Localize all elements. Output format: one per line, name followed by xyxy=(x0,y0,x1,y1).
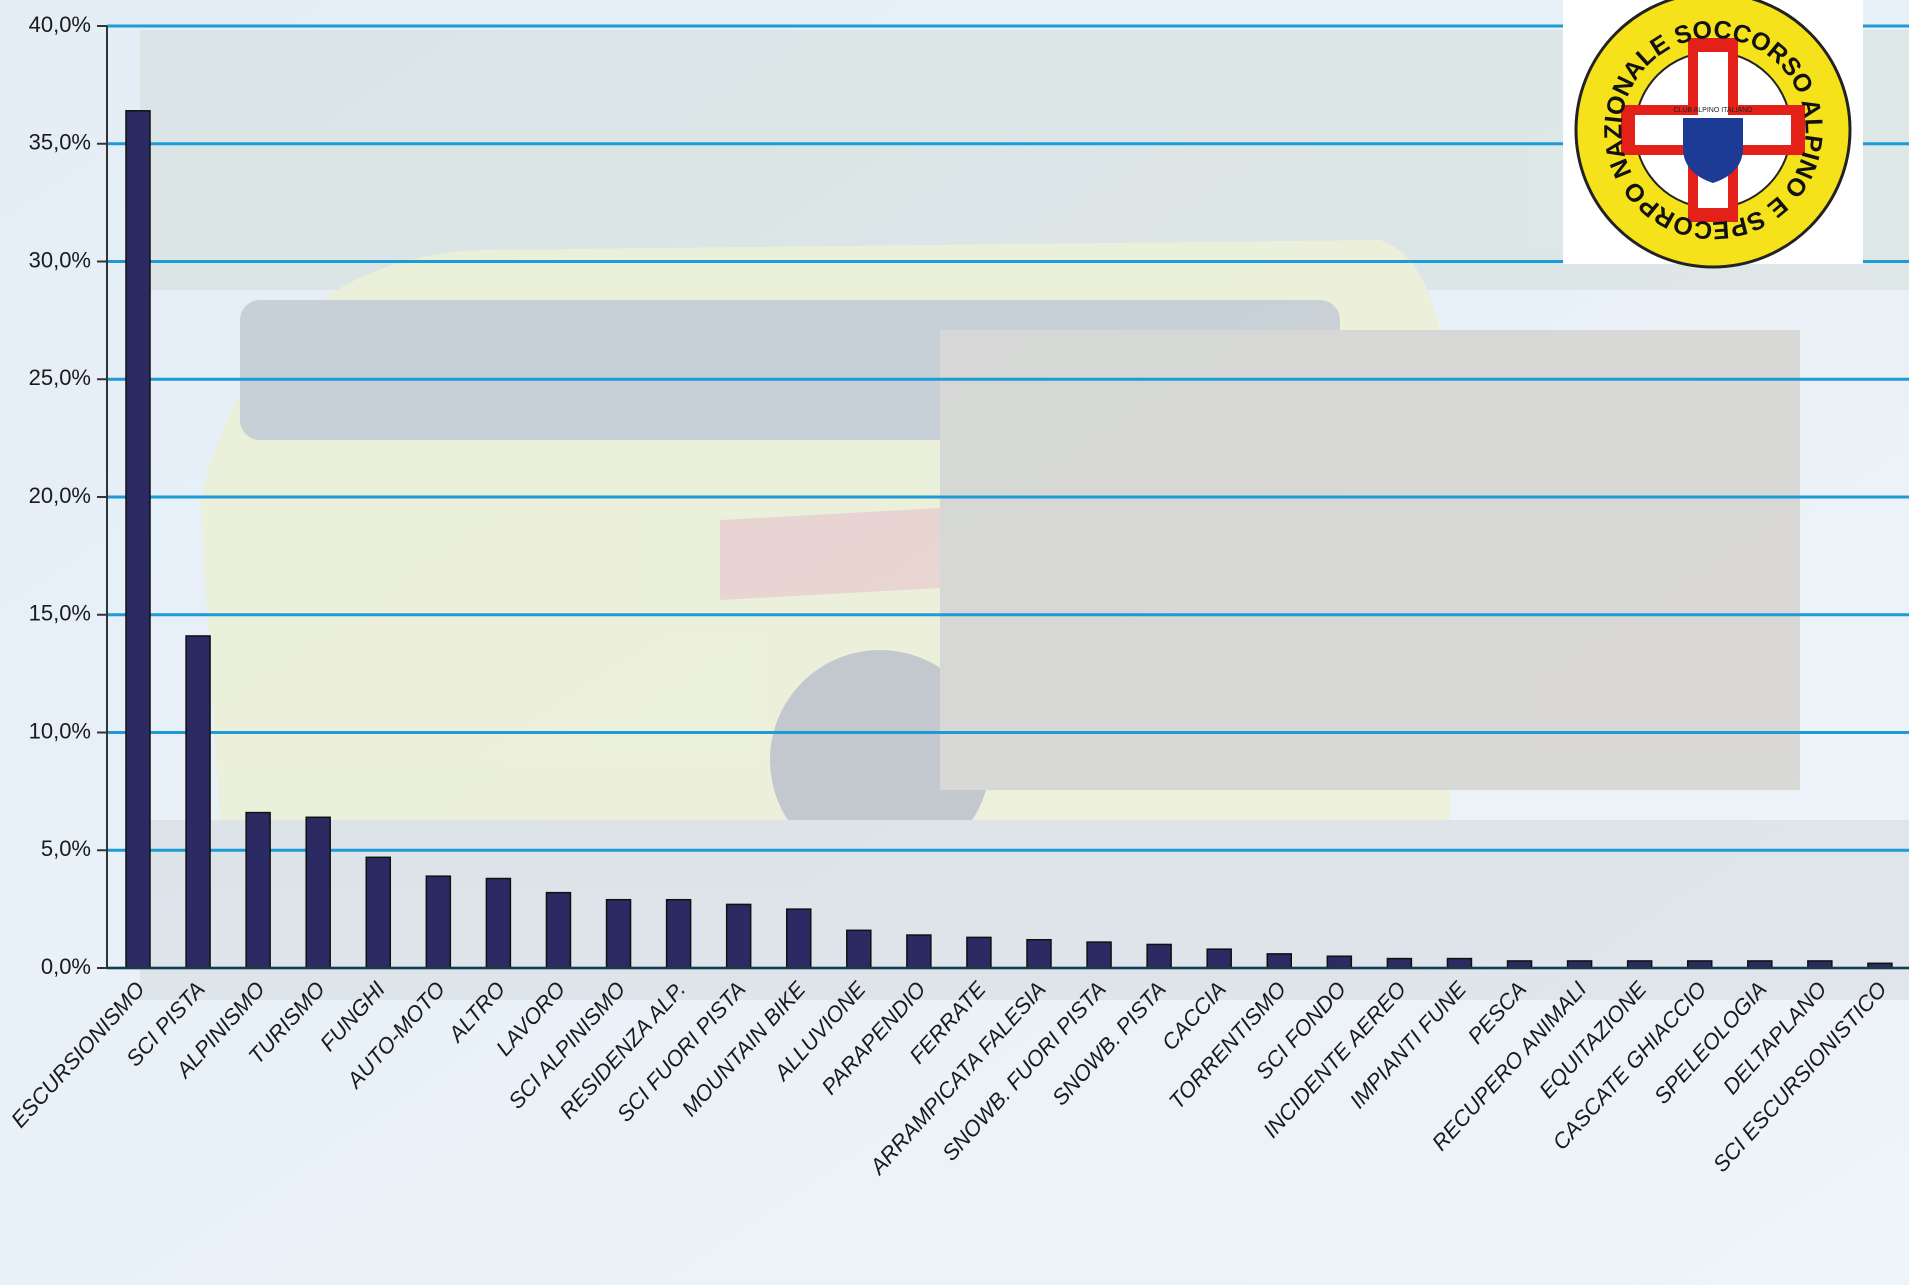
bar xyxy=(1807,960,1833,969)
bar xyxy=(906,934,932,969)
bar xyxy=(1386,957,1413,969)
bar xyxy=(245,811,271,969)
bar xyxy=(1086,941,1112,969)
bar xyxy=(1446,957,1473,969)
bar xyxy=(425,875,452,969)
bar xyxy=(125,110,151,969)
bar xyxy=(846,929,872,969)
bar xyxy=(1146,943,1172,969)
bar xyxy=(1266,953,1293,969)
bar xyxy=(966,936,992,969)
bar xyxy=(605,898,632,969)
y-tick-label: 35,0% xyxy=(29,130,91,155)
y-tick-label: 40,0% xyxy=(29,12,91,37)
bar xyxy=(1026,938,1052,969)
bar xyxy=(1506,960,1533,969)
logo-subtext: CLUB ALPINO ITALIANO xyxy=(1673,107,1753,114)
bar xyxy=(1626,960,1653,969)
y-tick-label: 25,0% xyxy=(29,365,91,390)
bar xyxy=(1206,948,1232,969)
bar xyxy=(725,903,752,969)
bar xyxy=(665,898,692,969)
y-tick-label: 5,0% xyxy=(41,836,91,861)
bar xyxy=(785,908,812,969)
bar xyxy=(1326,955,1353,969)
y-tick-label: 30,0% xyxy=(29,247,91,272)
y-tick-label: 0,0% xyxy=(41,954,91,979)
bar xyxy=(485,877,512,969)
bar xyxy=(305,816,331,969)
logo-shield xyxy=(1683,118,1743,183)
bar xyxy=(545,891,572,969)
bar xyxy=(1747,960,1773,969)
y-tick-label: 20,0% xyxy=(29,483,91,508)
bar xyxy=(1686,960,1713,969)
bar xyxy=(365,856,392,969)
y-tick-label: 10,0% xyxy=(29,718,91,743)
bar xyxy=(1566,960,1593,969)
y-tick-label: 15,0% xyxy=(29,601,91,626)
bar xyxy=(185,635,211,969)
